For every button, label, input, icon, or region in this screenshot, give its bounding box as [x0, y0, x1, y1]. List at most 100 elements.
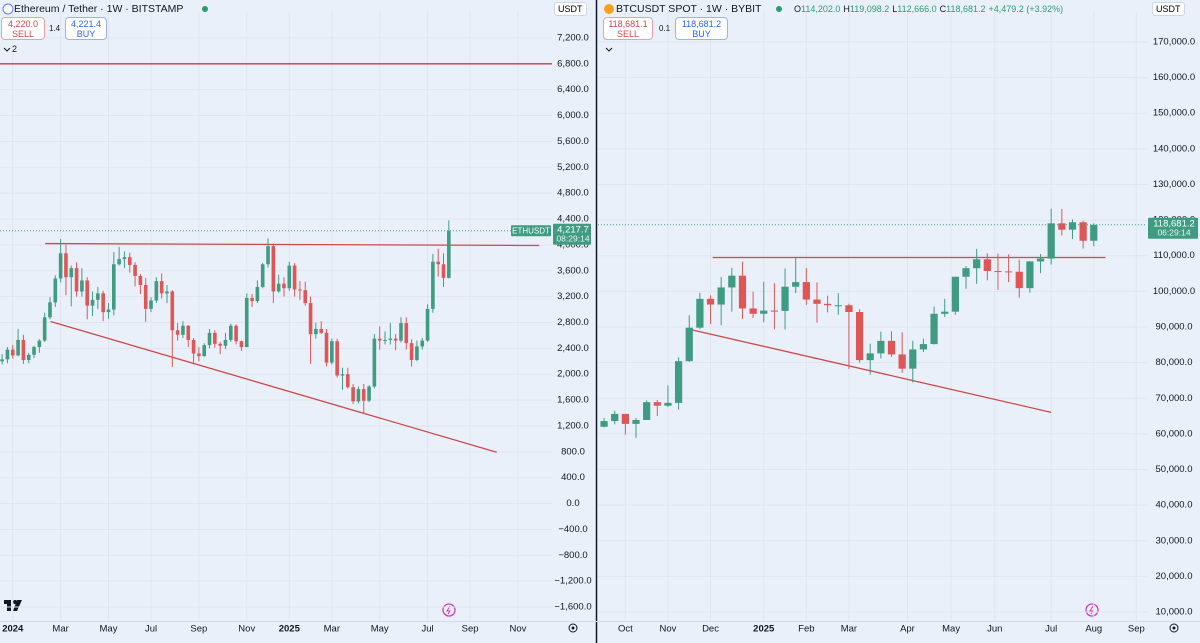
- candle-body: [74, 268, 79, 292]
- alert-icon[interactable]: [442, 603, 456, 617]
- candle-body: [186, 325, 191, 340]
- collapse-icon[interactable]: [3, 46, 11, 54]
- y-tick-label: 90,000.0: [1156, 321, 1193, 332]
- price-tag-value: 118,681.2: [1153, 218, 1195, 229]
- y-tick-label: 60,000.0: [1156, 428, 1193, 439]
- candle-body: [1079, 222, 1087, 241]
- y-tick-label: 10,000.0: [1156, 607, 1193, 618]
- candle-body: [600, 421, 608, 427]
- collapse-icon[interactable]: [605, 46, 613, 54]
- candle-body: [983, 259, 991, 272]
- candle-body: [42, 317, 47, 341]
- price-tag: [553, 223, 591, 245]
- price-tag-countdown: 06:29:14: [1157, 228, 1190, 238]
- y-tick-label: 4,400.0: [557, 214, 589, 225]
- buy-label: BUY: [692, 29, 711, 39]
- y-tick-label: 6,000.0: [557, 110, 589, 121]
- chart-pane: 7,200.0 6,800.0 6,400.0 6,000.0 5,600.0 5,200…: [0, 12, 592, 635]
- x-tick-label: May: [371, 624, 389, 635]
- ohlc-value: 112,666.0: [897, 4, 937, 14]
- candle-body: [191, 339, 196, 354]
- candle-body: [202, 345, 207, 357]
- candle-body: [244, 297, 249, 348]
- candle-body: [271, 246, 276, 292]
- symbol-title[interactable]: BTCUSDT SPOT · 1W · BYBIT: [616, 3, 762, 15]
- candle-body: [154, 281, 159, 301]
- candle-body: [21, 339, 26, 360]
- y-tick-label: 5,600.0: [557, 136, 589, 147]
- candle-body: [431, 261, 435, 309]
- currency-button[interactable]: USDT: [1152, 2, 1185, 16]
- candle-body: [770, 310, 779, 312]
- candle-body: [717, 287, 725, 305]
- y-tick-label: 2,000.0: [557, 369, 589, 380]
- candle-body: [5, 349, 10, 360]
- candle-body: [351, 387, 355, 402]
- currency-button[interactable]: USDT: [554, 2, 587, 16]
- y-tick-label: 30,000.0: [1156, 535, 1193, 546]
- candle-body: [138, 275, 143, 285]
- candle-body: [356, 389, 361, 402]
- candle-body: [685, 327, 693, 362]
- settings-icon[interactable]: [1169, 623, 1179, 633]
- sell-button[interactable]: 118,681.1 SELL: [603, 17, 653, 40]
- buy-price: 4,221.4: [70, 19, 102, 29]
- candle-body: [282, 283, 286, 289]
- candle-body: [213, 332, 217, 344]
- x-tick-label: Jun: [987, 624, 1002, 635]
- y-tick-label: 170,000.0: [1153, 36, 1195, 47]
- settings-icon[interactable]: [568, 623, 578, 633]
- x-tick-label: Feb: [798, 624, 814, 635]
- indicator-count[interactable]: 2: [12, 44, 18, 54]
- candle-body: [85, 280, 90, 306]
- candle-body: [37, 340, 42, 348]
- symbol-tag-label: ETHUSDT: [512, 226, 550, 235]
- candle-body: [845, 305, 853, 313]
- chart-pane: 170,000.0 160,000.0 150,000.0 140,000.0 130,…: [598, 12, 1198, 635]
- y-tick-label: 7,200.0: [557, 32, 589, 43]
- ohlc-legend: O114,202.0 H119,098.2 L112,666.0 C118,681.2…: [794, 4, 1063, 14]
- candle-body: [308, 303, 313, 335]
- x-tick-label: Mar: [52, 624, 68, 635]
- candle-body: [165, 291, 169, 294]
- y-tick-label: 6,400.0: [557, 84, 589, 95]
- x-tick-label: Nov: [238, 624, 255, 635]
- y-tick-label: 150,000.0: [1153, 108, 1195, 119]
- x-tick-label: Apr: [900, 624, 915, 635]
- candle-body: [335, 341, 339, 376]
- candle-body: [415, 346, 419, 360]
- y-tick-label: 50,000.0: [1156, 464, 1193, 475]
- symbol-title[interactable]: Ethereum / Tether · 1W · BITSTAMP: [14, 3, 184, 15]
- price-tag-countdown: 08:29:14: [556, 234, 589, 244]
- buy-button[interactable]: 118,681.2 BUY: [675, 17, 728, 40]
- candle-body: [48, 302, 52, 318]
- candle-body: [377, 338, 382, 341]
- candle-body: [127, 257, 132, 265]
- spread: 0.1: [659, 24, 671, 33]
- y-tick-label: 160,000.0: [1153, 72, 1195, 83]
- price-change: +4,479.2 (+3.92%): [988, 4, 1064, 14]
- candle-body: [133, 264, 137, 276]
- candle-body: [117, 259, 121, 265]
- buy-button[interactable]: 4,221.4 BUY: [65, 17, 107, 40]
- x-tick-label: Mar: [841, 624, 857, 635]
- candle-body: [122, 257, 127, 260]
- candle-body: [653, 402, 661, 406]
- candle-body: [1015, 271, 1023, 289]
- sell-label: SELL: [616, 29, 640, 39]
- x-tick-label: Jul: [421, 624, 433, 635]
- candle-body: [1090, 224, 1098, 241]
- candle-body: [898, 354, 906, 369]
- ohlc-value: 118,681.2: [946, 4, 986, 14]
- candle-body: [266, 246, 270, 265]
- candle-body: [69, 268, 74, 278]
- candle-body: [330, 341, 334, 363]
- candle-body: [994, 271, 1002, 273]
- y-tick-label: 40,000.0: [1156, 500, 1193, 511]
- candle-body: [239, 341, 244, 348]
- sell-button[interactable]: 4,220.0 SELL: [1, 17, 45, 40]
- candle-body: [834, 305, 842, 307]
- sell-price: 118,681.1: [608, 19, 648, 29]
- candle-body: [674, 361, 683, 403]
